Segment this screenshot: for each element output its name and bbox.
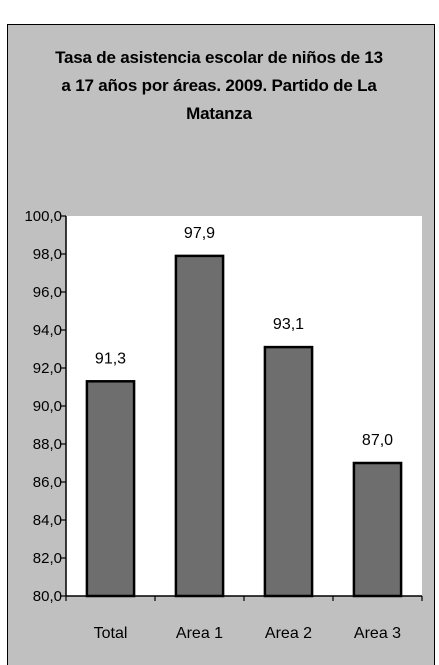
bar-area-1 (174, 254, 225, 598)
bar-area-2 (263, 345, 314, 598)
bar-area-3 (352, 461, 403, 598)
category-label: Area 3 (354, 625, 401, 642)
category-label: Area 1 (176, 625, 223, 642)
chart-title-line-3: Matanza (186, 104, 252, 123)
category-label: Total (94, 625, 128, 642)
y-tick-label: 86,0 (33, 474, 62, 491)
y-tick-label: 100,0 (24, 208, 62, 225)
bar-chart: 80,0 82,0 84,0 86,0 88,0 90,0 92,0 94,0 96,0 98,0… (24, 208, 423, 642)
y-tick-label: 80,0 (33, 588, 62, 605)
category-label: Area 2 (265, 625, 312, 642)
chart-title-line-2: a 17 años por áreas. 2009. Partido de La (61, 76, 377, 95)
bar-total (85, 380, 136, 598)
data-label: 97,9 (184, 225, 215, 242)
y-tick-label: 96,0 (33, 284, 62, 301)
y-tick-label: 88,0 (33, 436, 62, 453)
y-tick-label: 82,0 (33, 550, 62, 567)
y-tick-label: 92,0 (33, 360, 62, 377)
y-tick-label: 84,0 (33, 512, 62, 529)
chart-title-line-1: Tasa de asistencia escolar de niños de 1… (55, 48, 383, 67)
data-label: 93,1 (273, 316, 304, 333)
y-tick-label: 98,0 (33, 246, 62, 263)
y-tick-label: 94,0 (33, 322, 62, 339)
chart-title: Tasa de asistencia escolar de niños de 1… (20, 44, 418, 128)
data-label: 87,0 (362, 432, 393, 449)
y-tick-label: 90,0 (33, 398, 62, 415)
data-label: 91,3 (95, 350, 126, 367)
